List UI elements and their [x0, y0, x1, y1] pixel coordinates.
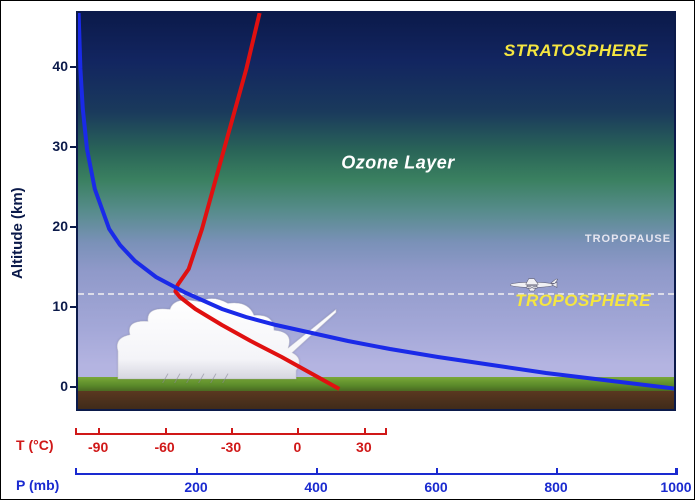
diagram-frame: STRATOSPHERE Ozone Layer TROPOPAUSE TROP…: [0, 0, 695, 500]
temperature-axis: T (°C) -90-60-30030: [76, 433, 386, 451]
y-tick: 30: [1, 138, 76, 154]
label-troposphere: TROPOSPHERE: [515, 291, 651, 311]
x-tick-label: -90: [88, 439, 108, 455]
x-tick-label: -60: [154, 439, 174, 455]
airplane-icon: [506, 277, 558, 293]
x-tick-label: 1000: [660, 479, 691, 495]
profile-curves: [78, 13, 676, 411]
y-tick: 40: [1, 58, 76, 74]
label-stratosphere: STRATOSPHERE: [504, 41, 648, 61]
pressure-profile: [79, 13, 676, 389]
pressure-axis-title: P (mb): [16, 477, 59, 493]
y-tick: 10: [1, 298, 76, 314]
x-tick-label: 400: [304, 479, 327, 495]
y-tick: 20: [1, 218, 76, 234]
x-tick-label: 30: [356, 439, 372, 455]
pressure-axis: P (mb) 2004006008001000: [76, 473, 676, 491]
label-ozone: Ozone Layer: [341, 153, 455, 174]
y-tick: 0: [1, 378, 76, 394]
x-tick-label: -30: [221, 439, 241, 455]
x-tick-label: 600: [424, 479, 447, 495]
x-tick-label: 800: [544, 479, 567, 495]
temperature-axis-title: T (°C): [16, 437, 53, 453]
plot-area: STRATOSPHERE Ozone Layer TROPOPAUSE TROP…: [76, 11, 676, 411]
label-tropopause: TROPOPAUSE: [585, 233, 671, 245]
x-tick-label: 0: [294, 439, 302, 455]
x-tick-label: 200: [184, 479, 207, 495]
